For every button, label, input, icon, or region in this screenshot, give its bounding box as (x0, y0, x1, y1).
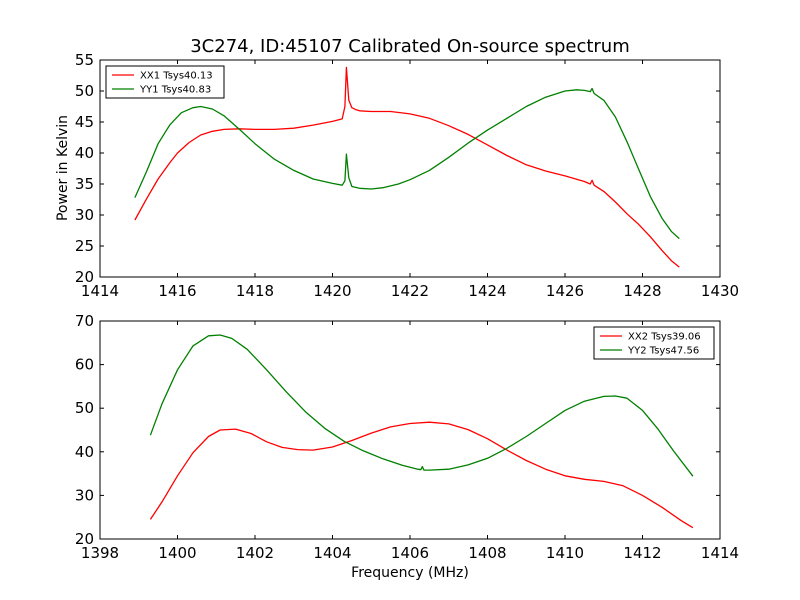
x-tick-label: 1402 (236, 544, 274, 562)
legend-label: YY1 Tsys40.83 (139, 85, 211, 96)
x-tick-label: 1428 (623, 282, 661, 300)
y-tick-label: 20 (75, 530, 94, 548)
bottom-spectrum-plot: 1398 1400 1402 1404 1406 1408 1410 1412 1414 20 30… (75, 312, 739, 562)
series-line-1 (134, 66, 680, 268)
series-line-2 (149, 334, 694, 477)
x-tick-label: 1408 (468, 544, 506, 562)
x-tick-label: 1414 (81, 282, 119, 300)
y-tick-label: 35 (75, 175, 94, 193)
x-tick-label: 1412 (623, 544, 661, 562)
series-line-2 (134, 87, 680, 240)
y-tick-label: 20 (75, 268, 94, 286)
x-tick-label: 1430 (701, 282, 739, 300)
x-tick-label: 1398 (81, 544, 119, 562)
y-tick-label: 45 (75, 113, 94, 131)
y-tick-label: 30 (75, 206, 94, 224)
y-tick-label: 25 (75, 237, 94, 255)
x-tick-label: 1418 (236, 282, 274, 300)
y-tick-label: 50 (75, 399, 94, 417)
x-axis-label: Frequency (MHz) (351, 565, 469, 581)
y-tick-label: 70 (75, 312, 94, 330)
x-tick-label: 1420 (313, 282, 351, 300)
x-tick-label: 1404 (313, 544, 351, 562)
x-tick-label: 1400 (158, 544, 196, 562)
legend-box (593, 326, 715, 360)
y-tick-label: 40 (75, 144, 94, 162)
top-spectrum-plot: 1414 1416 1418 1420 1422 1424 1426 1428 1430 20 25… (75, 51, 739, 300)
x-tick-label: 1424 (468, 282, 506, 300)
y-axis-label: Power in Kelvin (55, 115, 71, 221)
y-tick-label: 60 (75, 356, 94, 374)
x-tick-label: 1426 (546, 282, 584, 300)
x-tick-label: 1422 (391, 282, 429, 300)
x-tick-label: 1410 (546, 544, 584, 562)
y-tick-label: 40 (75, 443, 94, 461)
x-tick-label: 1416 (158, 282, 196, 300)
legend-label: YY2 Tsys47.56 (627, 346, 699, 357)
y-tick-label: 50 (75, 82, 94, 100)
figure-title: 3C274, ID:45107 Calibrated On-source spe… (190, 36, 630, 57)
legend-label: XX2 Tsys39.06 (628, 332, 701, 343)
x-tick-label: 1406 (391, 544, 429, 562)
series-line-1 (149, 421, 694, 529)
y-tick-label: 30 (75, 486, 94, 504)
y-tick-label: 55 (75, 51, 94, 69)
legend-box (105, 65, 225, 99)
legend-label: XX1 Tsys40.13 (140, 71, 213, 82)
x-tick-label: 1414 (701, 544, 739, 562)
